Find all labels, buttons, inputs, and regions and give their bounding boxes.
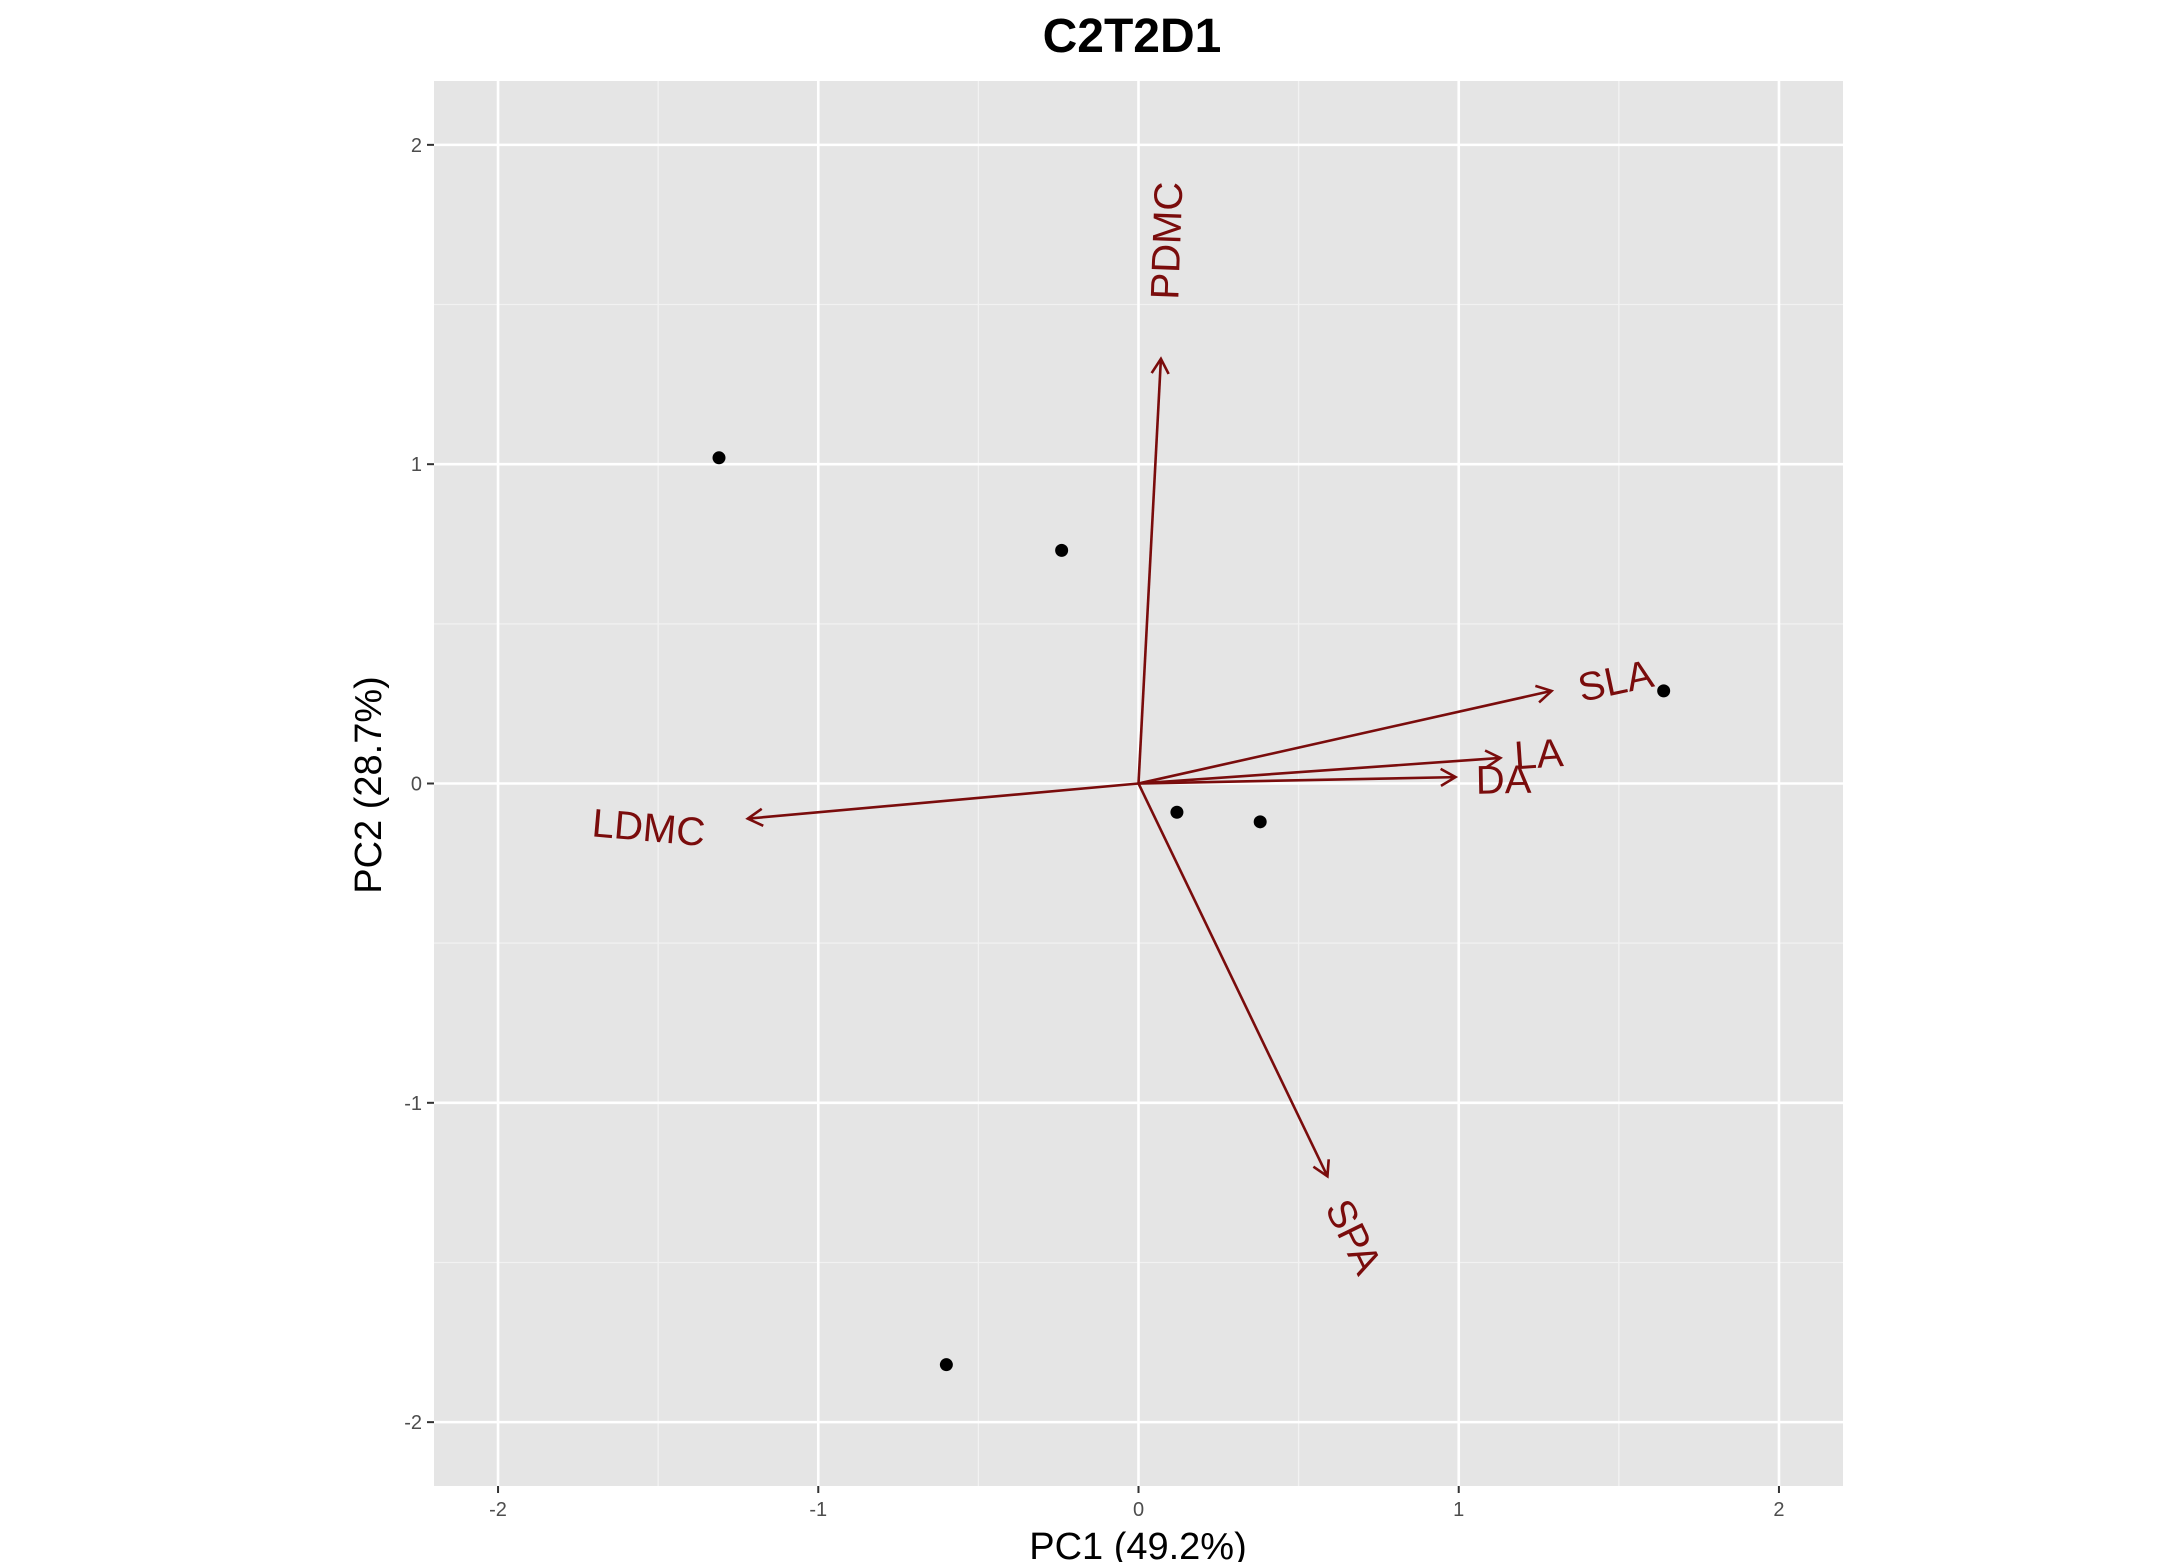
y-tick-label: -1 — [404, 1093, 422, 1115]
loading-arrow-ldmc — [747, 782, 1139, 820]
loading-label-pdmc: PDMC — [1143, 181, 1191, 300]
x-tick-label: 1 — [1453, 1499, 1464, 1521]
score-point — [939, 1358, 953, 1372]
x-tick-label: -2 — [489, 1499, 507, 1521]
loading-arrowhead-sla — [1534, 684, 1555, 704]
y-tick-label: -2 — [404, 1412, 422, 1434]
score-point — [1055, 543, 1069, 557]
chart-title: C2T2D1 — [1043, 10, 1222, 63]
y-tick-label: 1 — [411, 454, 422, 476]
y-axis-title: PC2 (28.7%) — [348, 676, 390, 894]
score-point — [1657, 684, 1671, 698]
x-axis-ticks: -2 -1 0 1 2 — [489, 1486, 1785, 1521]
loading-label-la: LA — [1513, 731, 1565, 778]
x-tick-label: 0 — [1133, 1499, 1144, 1521]
y-tick-label: 0 — [411, 774, 422, 796]
x-axis-title: PC1 (49.2%) — [1029, 1526, 1247, 1562]
score-point — [1253, 815, 1267, 829]
loading-arrowhead-pdmc — [1150, 356, 1170, 375]
loading-arrowhead-da — [1440, 767, 1459, 788]
loading-label-ldmc: LDMC — [590, 801, 707, 855]
loading-label-da: DA — [1475, 758, 1532, 803]
y-tick-label: 2 — [411, 135, 422, 157]
y-axis-ticks: -2 -1 0 1 2 — [404, 135, 434, 1434]
x-tick-label: 2 — [1773, 1499, 1784, 1521]
score-point — [712, 451, 726, 465]
score-points — [712, 451, 1671, 1372]
loading-arrow-pdmc — [1137, 358, 1163, 784]
loading-arrowhead-la — [1484, 749, 1503, 769]
loading-arrow-da — [1138, 775, 1456, 785]
score-point — [1170, 805, 1184, 819]
loading-arrow-spa — [1137, 782, 1329, 1177]
loading-arrow-sla — [1138, 689, 1552, 785]
loading-arrow-la — [1138, 756, 1501, 785]
loading-arrowhead-ldmc — [745, 807, 764, 827]
x-tick-label: -1 — [809, 1499, 827, 1521]
loading-arrowhead-spa — [1312, 1159, 1331, 1179]
